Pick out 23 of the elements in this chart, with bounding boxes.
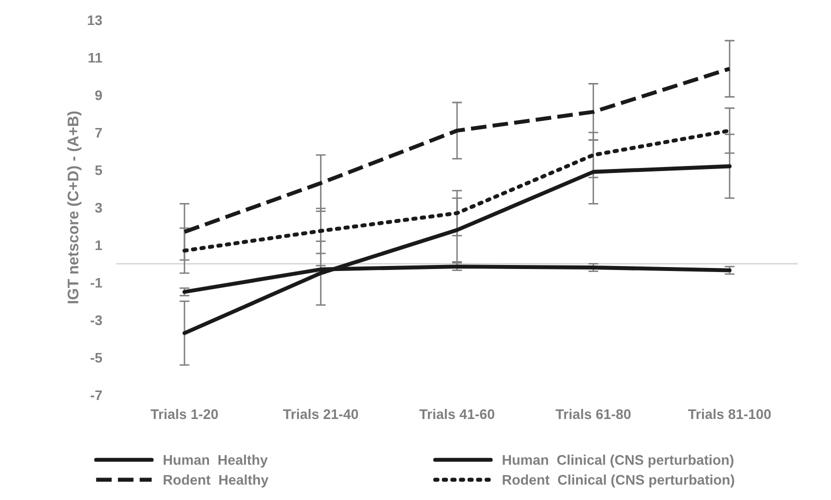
x-tick-label: Trials 61-80 [556, 408, 631, 420]
y-tick-label: 3 [95, 202, 102, 213]
y-tick-label: 7 [95, 128, 102, 138]
legend-label: Human Healthy [164, 454, 268, 468]
y-tick-label: 11 [88, 52, 102, 63]
y-tick-label: 1 [96, 240, 102, 250]
line-series [182, 164, 732, 336]
y-tick-label: 9 [95, 90, 102, 100]
y-tick-label: 13 [88, 15, 102, 26]
y-tick-label: -1 [90, 278, 102, 288]
y-tick-label: -5 [90, 352, 102, 363]
x-tick-label: Trials 81-100 [688, 408, 771, 420]
y-tick-label: -7 [90, 390, 102, 400]
x-tick-label: Trials 1-20 [150, 408, 218, 420]
legend-label: Rodent Clinical (CNS perturbation) [502, 474, 734, 488]
line-series [182, 66, 732, 234]
legend-label: Human Clinical (CNS perturbation) [502, 454, 734, 468]
x-tick-label: Trials 21-40 [283, 408, 358, 420]
y-tick-label: -3 [90, 315, 102, 326]
x-tick-label: Trials 41-60 [419, 408, 494, 420]
legend-label: Rodent Healthy [164, 474, 268, 488]
y-axis-title: IGT netscore (C+D) - (A+B) [67, 111, 82, 304]
y-tick-label: 5 [95, 165, 102, 176]
